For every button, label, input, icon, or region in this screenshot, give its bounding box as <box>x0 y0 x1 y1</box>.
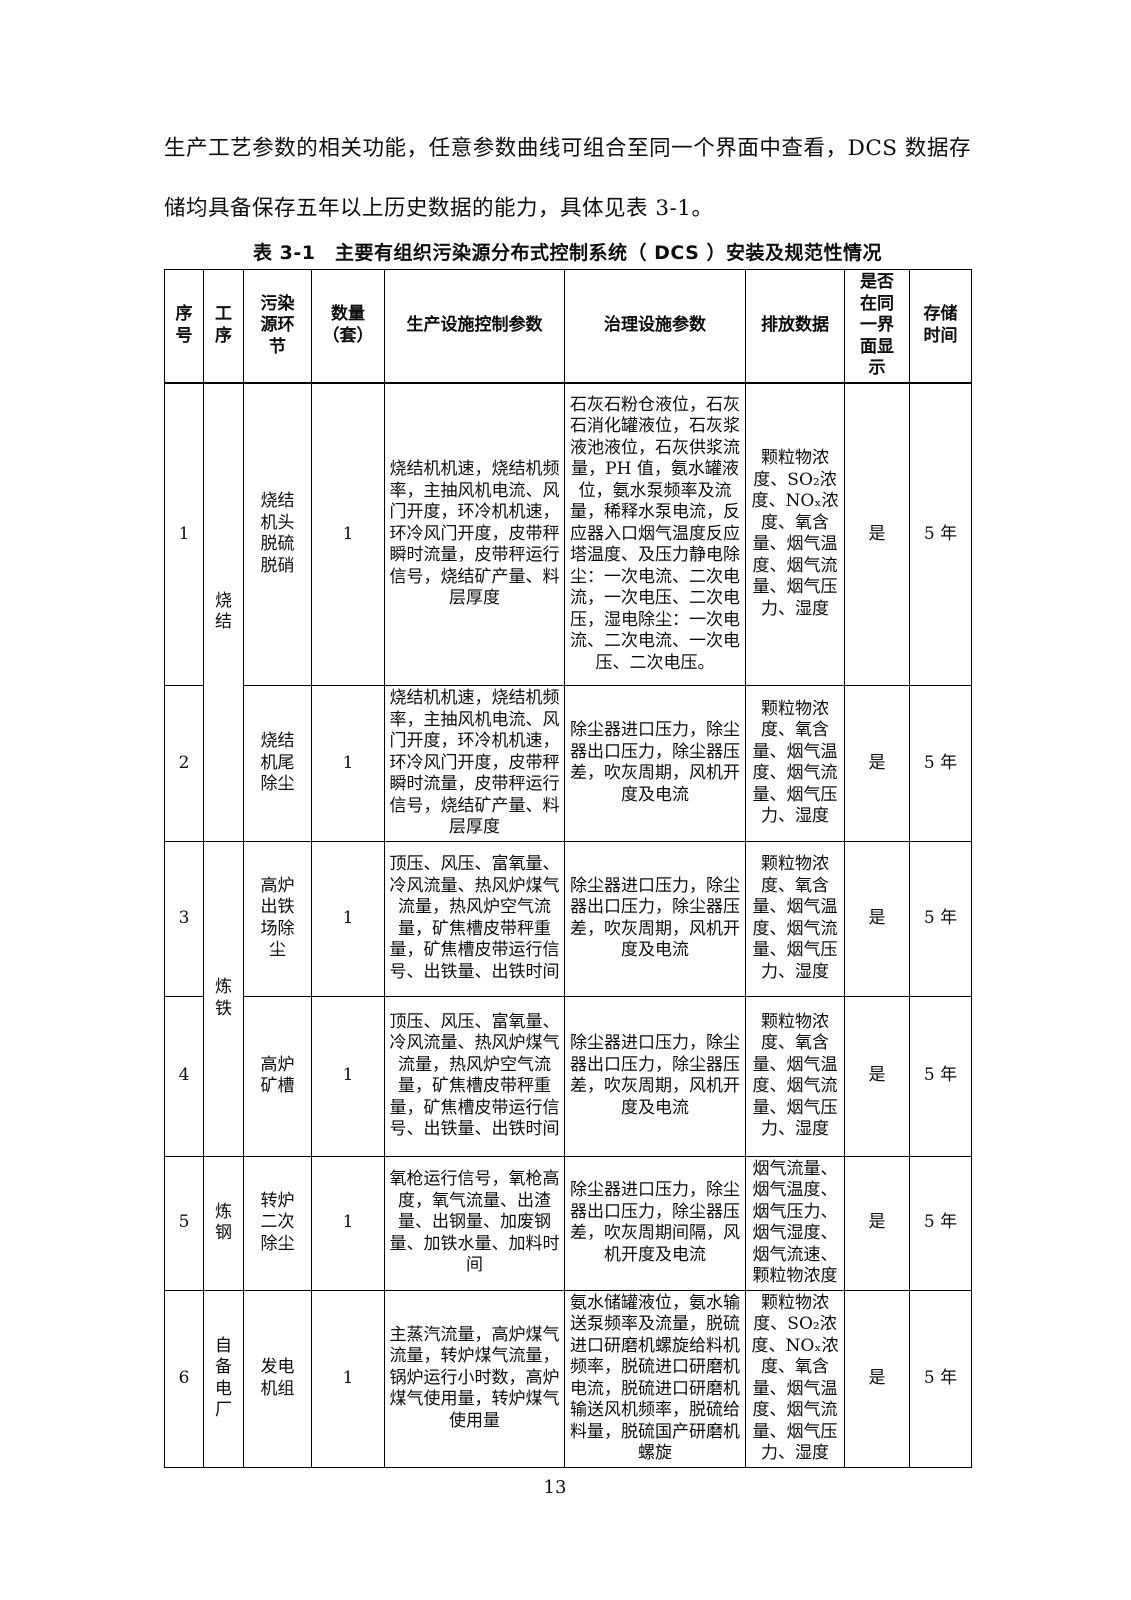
cell-prod-params: 烧结机机速，烧结机频率，主抽风机电流、风门开度，环冷机机速，环冷风门开度，皮带秤… <box>384 382 565 686</box>
cell-source: 转炉 二次 除尘 <box>243 1155 312 1291</box>
cell-emission-data: 颗粒物浓度、SO₂浓度、NOₓ浓度、氧含量、烟气温度、烟气流量、烟气压力、湿度 <box>745 1289 845 1468</box>
table-title: 表 3-1 主要有组织污染源分布式控制系统（ DCS ）安装及规范性情况 <box>253 242 882 264</box>
cell-qty: 1 <box>311 1155 385 1291</box>
cell-same-screen: 是 <box>844 1155 910 1291</box>
cell-qty: 1 <box>311 685 385 842</box>
cell-storage: 5 年 <box>909 685 972 842</box>
cell-source: 烧结 机头 脱硫 脱硝 <box>243 382 312 686</box>
cell-treat-params: 石灰石粉仓液位，石灰石消化罐液位，石灰浆液池液位，石灰供浆流量，PH 值，氨水罐… <box>564 382 746 686</box>
cell-prod-params: 顶压、风压、富氧量、冷风流量、热风炉煤气流量，热风炉空气流量，矿焦槽皮带秤重量，… <box>384 995 565 1157</box>
cell-storage: 5 年 <box>909 840 972 997</box>
cell-qty: 1 <box>311 995 385 1157</box>
cell-seq: 5 <box>164 1155 204 1291</box>
cell-source: 高炉 矿槽 <box>243 995 312 1157</box>
cell-source: 高炉 出铁 场除 尘 <box>243 840 312 997</box>
col-header-process: 工 序 <box>203 269 244 384</box>
table-header-row: 序 号 工 序 污染 源环 节 数量 （套） 生产设施控制参数 治理设施参数 排… <box>164 269 972 384</box>
col-header-seq: 序 号 <box>164 269 204 384</box>
cell-process-steelmaking: 炼 钢 <box>203 1155 244 1291</box>
cell-storage: 5 年 <box>909 382 972 686</box>
table-row: 1 烧 结 烧结 机头 脱硫 脱硝 1 烧结机机速，烧结机频率，主抽风机电流、风… <box>164 382 972 842</box>
col-header-storage: 存储 时间 <box>909 269 972 384</box>
cell-same-screen: 是 <box>844 840 910 997</box>
table-row: 4 高炉 矿槽 1 顶压、风压、富氧量、冷风流量、热风炉煤气流量，热风炉空气流量… <box>164 995 972 1157</box>
cell-seq: 2 <box>164 685 204 842</box>
cell-treat-params: 除尘器进口压力，除尘器出口压力，除尘器压差，吹灰周期，风机开度及电流 <box>564 685 746 842</box>
cell-seq: 6 <box>164 1289 204 1468</box>
cell-prod-params: 主蒸汽流量，高炉煤气流量，转炉煤气流量，锅炉运行小时数，高炉煤气使用量，转炉煤气… <box>384 1289 565 1468</box>
cell-emission-data: 烟气流量、烟气温度、烟气压力、烟气湿度、烟气流速、颗粒物浓度 <box>745 1155 845 1291</box>
cell-qty: 1 <box>311 1289 385 1468</box>
cell-treat-params: 除尘器进口压力，除尘器出口压力，除尘器压差，吹灰周期间隔，风机开度及电流 <box>564 1155 746 1291</box>
cell-source: 发电 机组 <box>243 1289 312 1468</box>
intro-paragraph: 生产工艺参数的相关功能，任意参数曲线可组合至同一个界面中查看，DCS 数据存储均… <box>164 136 971 221</box>
document-page: 生产工艺参数的相关功能，任意参数曲线可组合至同一个界面中查看，DCS 数据存储均… <box>164 0 972 1468</box>
cell-treat-params: 除尘器进口压力，除尘器出口压力，除尘器压差，吹灰周期，风机开度及电流 <box>564 840 746 997</box>
cell-storage: 5 年 <box>909 1155 972 1291</box>
col-header-same-screen: 是否 在同 一界 面显 示 <box>844 269 910 384</box>
cell-treat-params: 氨水储罐液位，氨水输送泵频率及流量，脱硫进口研磨机螺旋给料机频率，脱硫进口研磨机… <box>564 1289 746 1468</box>
col-header-qty: 数量 （套） <box>311 269 385 384</box>
cell-process-ironmaking: 炼 铁 <box>203 840 244 1157</box>
cell-seq: 3 <box>164 840 204 997</box>
cell-process-sintering: 烧 结 <box>203 382 244 842</box>
cell-same-screen: 是 <box>844 382 910 686</box>
cell-same-screen: 是 <box>844 685 910 842</box>
col-header-prod-params: 生产设施控制参数 <box>384 269 565 384</box>
cell-seq: 1 <box>164 382 204 686</box>
cell-storage: 5 年 <box>909 1289 972 1468</box>
cell-qty: 1 <box>311 840 385 997</box>
cell-storage: 5 年 <box>909 995 972 1157</box>
cell-emission-data: 颗粒物浓度、氧含量、烟气温度、烟气流量、烟气压力、湿度 <box>745 685 845 842</box>
col-header-source: 污染 源环 节 <box>243 269 312 384</box>
cell-prod-params: 氧枪运行信号，氧枪高度，氧气流量、出渣量、出钢量、加废钢量、加铁水量、加料时间 <box>384 1155 565 1291</box>
cell-emission-data: 颗粒物浓度、氧含量、烟气温度、烟气流量、烟气压力、湿度 <box>745 995 845 1157</box>
cell-emission-data: 颗粒物浓度、SO₂浓度、NOₓ浓度、氧含量、烟气温度、烟气流量、烟气压力、湿度 <box>745 382 845 686</box>
cell-process-captive-power-plant: 自 备 电 厂 <box>203 1289 244 1468</box>
cell-same-screen: 是 <box>844 1289 910 1468</box>
dcs-table: 序 号 工 序 污染 源环 节 数量 （套） 生产设施控制参数 治理设施参数 排… <box>164 269 972 1468</box>
cell-prod-params: 烧结机机速，烧结机频率，主抽风机电流、风门开度，环冷机机速，环冷风门开度，皮带秤… <box>384 685 565 842</box>
cell-prod-params: 顶压、风压、富氧量、冷风流量、热风炉煤气流量，热风炉空气流量，矿焦槽皮带秤重量，… <box>384 840 565 997</box>
table-row: 2 烧结 机尾 除尘 1 烧结机机速，烧结机频率，主抽风机电流、风门开度，环冷机… <box>164 685 972 842</box>
cell-seq: 4 <box>164 995 204 1157</box>
table-row: 3 炼 铁 高炉 出铁 场除 尘 1 顶压、风压、富氧量、冷风流量、热风炉煤气流… <box>164 840 972 1157</box>
cell-source: 烧结 机尾 除尘 <box>243 685 312 842</box>
table-row: 5 炼 钢 转炉 二次 除尘 1 氧枪运行信号，氧枪高度，氧气流量、出渣量、出钢… <box>164 1155 972 1291</box>
cell-same-screen: 是 <box>844 995 910 1157</box>
cell-emission-data: 颗粒物浓度、氧含量、烟气温度、烟气流量、烟气压力、湿度 <box>745 840 845 997</box>
page-number: 13 <box>543 1477 567 1498</box>
col-header-treat-params: 治理设施参数 <box>564 269 746 384</box>
col-header-emission-data: 排放数据 <box>745 269 845 384</box>
cell-treat-params: 除尘器进口压力，除尘器出口压力，除尘器压差，吹灰周期，风机开度及电流 <box>564 995 746 1157</box>
cell-qty: 1 <box>311 382 385 686</box>
table-row: 6 自 备 电 厂 发电 机组 1 主蒸汽流量，高炉煤气流量，转炉煤气流量，锅炉… <box>164 1289 972 1468</box>
